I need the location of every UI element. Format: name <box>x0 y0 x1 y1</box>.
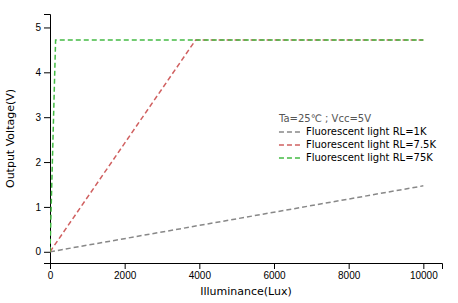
y-tick: 1 <box>35 202 50 213</box>
x-tick: 6000 <box>263 263 286 281</box>
y-tick-label: 3 <box>35 112 41 123</box>
y-tick-label: 1 <box>35 202 41 213</box>
x-tick: 4000 <box>189 263 212 281</box>
y-axis-line <box>44 15 51 264</box>
x-axis: 0 2000 4000 6000 8000 10000 <box>48 263 443 281</box>
legend-item: Fluorescent light RL=1K <box>279 126 427 137</box>
y-tick: 2 <box>35 157 50 168</box>
x-tick-mark <box>125 263 126 269</box>
y-tick-mark <box>44 27 50 28</box>
x-axis-line <box>51 264 443 270</box>
legend-item: Fluorescent light RL=7.5K <box>279 139 436 150</box>
legend-swatch <box>279 144 301 146</box>
y-tick-label: 2 <box>35 157 41 168</box>
legend-swatch <box>279 131 301 133</box>
legend-label: Fluorescent light RL=7.5K <box>306 139 436 150</box>
x-tick-mark <box>274 263 275 269</box>
y-tick-mark <box>44 207 50 208</box>
y-tick-label: 0 <box>35 246 41 257</box>
legend-title: Ta=25℃ ; Vcc=5V <box>278 113 371 124</box>
y-tick: 3 <box>35 112 50 123</box>
series-line <box>50 186 423 252</box>
legend-item: Fluorescent light RL=75K <box>279 152 433 163</box>
x-tick-label: 6000 <box>263 270 286 281</box>
x-tick-mark <box>423 263 424 269</box>
legend-swatch <box>279 157 301 159</box>
y-axis: 0 1 2 3 4 5 <box>35 15 50 264</box>
y-tick-label: 4 <box>35 67 41 78</box>
x-axis-title: Illuminance(Lux) <box>200 285 292 298</box>
legend-label: Fluorescent light RL=1K <box>306 126 427 137</box>
y-tick: 5 <box>35 22 50 33</box>
x-tick-mark <box>349 263 350 269</box>
y-tick-mark <box>44 117 50 118</box>
y-tick-mark <box>44 162 50 163</box>
x-tick-label: 2000 <box>114 270 137 281</box>
x-tick: 10000 <box>410 263 438 281</box>
chart: 0 2000 4000 6000 8000 10000 0 1 2 3 4 5 Illuminance(… <box>0 0 458 303</box>
x-tick-mark <box>199 263 200 269</box>
y-tick-label: 5 <box>35 22 41 33</box>
y-tick: 4 <box>35 67 50 78</box>
x-tick-label: 4000 <box>189 270 212 281</box>
x-tick: 2000 <box>114 263 137 281</box>
x-tick: 8000 <box>338 263 361 281</box>
y-tick-mark <box>44 252 50 253</box>
x-tick-label: 10000 <box>410 270 438 281</box>
y-axis-title: Output Voltage(V) <box>4 89 17 188</box>
y-tick: 0 <box>35 246 50 257</box>
x-tick-label: 8000 <box>338 270 361 281</box>
legend: Ta=25℃ ; Vcc=5V Fluorescent light RL=1K Fl… <box>278 113 436 163</box>
y-tick-mark <box>44 72 50 73</box>
x-tick-label: 0 <box>48 270 54 281</box>
legend-label: Fluorescent light RL=75K <box>306 152 433 163</box>
x-tick: 0 <box>48 263 54 281</box>
